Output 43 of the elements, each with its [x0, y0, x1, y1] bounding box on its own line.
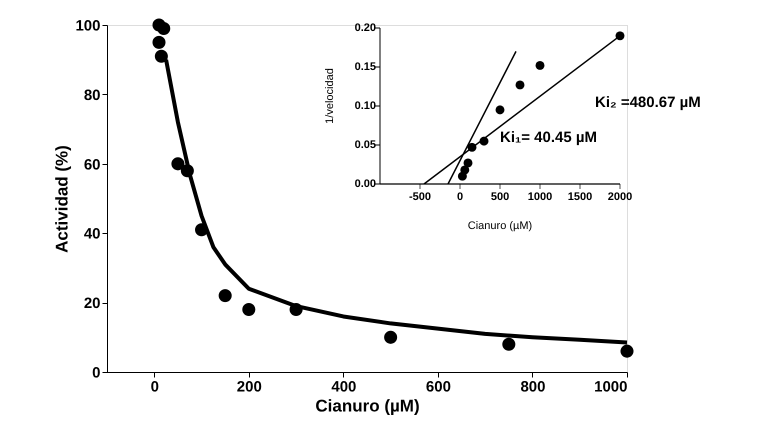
y-tick-label: 0.05	[354, 139, 376, 151]
x-tick-label: -500	[408, 191, 432, 203]
x-tick-label: 2000	[608, 191, 632, 203]
x-tick-label: 1000	[528, 191, 552, 203]
y-axis-title: 1/velocidad	[324, 68, 336, 124]
y-tick-label: 0.10	[354, 100, 376, 112]
point	[464, 158, 472, 168]
x-tick-label: 200	[236, 378, 262, 396]
x-tick-label: 400	[331, 378, 356, 396]
point	[157, 22, 170, 35]
point	[536, 60, 544, 70]
x-tick-label: 0	[150, 378, 159, 396]
y-tick-label: 20	[84, 295, 100, 312]
x-tick-label: 500	[490, 191, 510, 203]
point	[620, 344, 634, 358]
point	[496, 105, 504, 114]
x-tick-label: 1500	[568, 191, 592, 203]
annotation: Ki₂ =480.67 µM	[595, 94, 701, 111]
point	[154, 50, 168, 63]
x-tick-label: 0	[456, 191, 464, 203]
point	[516, 80, 524, 90]
point	[152, 36, 166, 49]
x-tick-label: 600	[426, 378, 451, 396]
y-tick-label: 60	[84, 156, 100, 174]
y-axis-title: Actividad (%)	[52, 145, 72, 253]
point	[502, 338, 516, 351]
point	[242, 303, 256, 316]
y-tick-label: 40	[84, 226, 100, 243]
y-tick-label: 0.20	[354, 22, 376, 34]
point	[171, 157, 184, 170]
point	[458, 172, 467, 181]
x-tick-label: 800	[520, 378, 546, 396]
y-tick-label: 0	[92, 364, 100, 382]
y-tick-label: 0.00	[354, 178, 376, 190]
x-tick-label: 1000	[594, 378, 628, 396]
y-tick-label: 0.15	[354, 61, 376, 73]
point	[384, 330, 398, 344]
point	[218, 289, 232, 302]
y-tick-label: 100	[75, 18, 100, 34]
y-tick-label: 80	[84, 86, 100, 104]
x-axis-title: Cianuro (µM)	[315, 396, 420, 416]
x-axis-title: Cianuro (µM)	[468, 220, 532, 232]
annotation: Ki₁= 40.45 µM	[500, 129, 597, 146]
